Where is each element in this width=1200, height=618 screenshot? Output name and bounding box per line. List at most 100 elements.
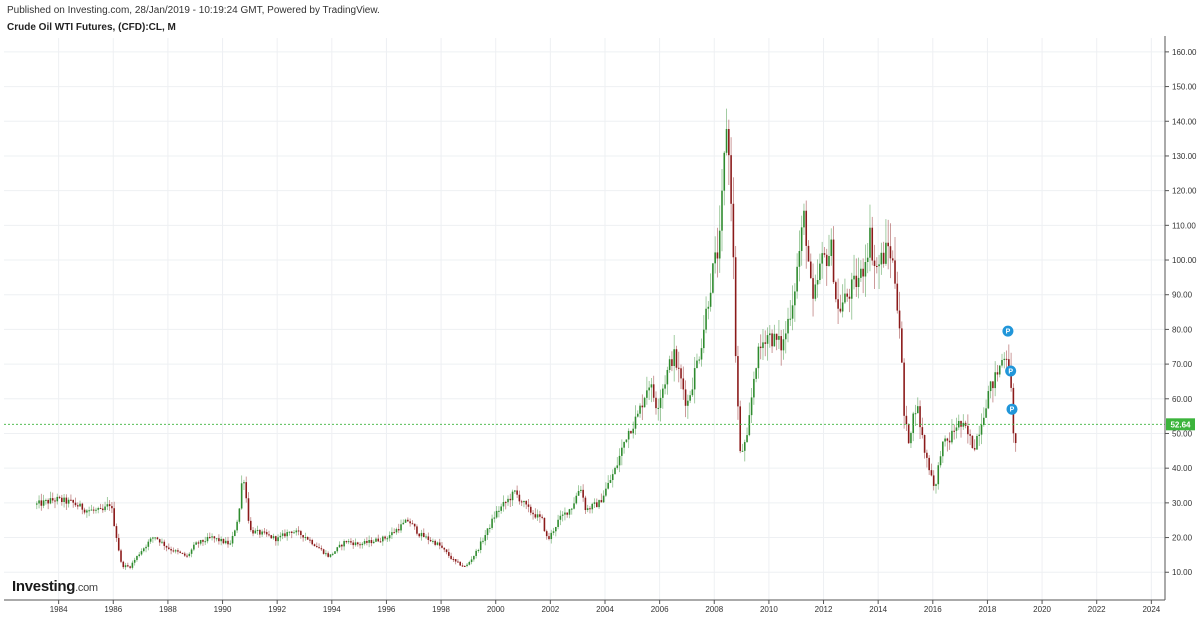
candle-body	[830, 239, 833, 257]
candle-body	[190, 549, 193, 554]
candle-body	[163, 541, 166, 546]
candle-body	[559, 515, 562, 520]
y-tick-label: 100.00	[1172, 256, 1197, 265]
candle-body	[698, 359, 701, 361]
candle-body	[172, 550, 175, 552]
candle-body	[666, 369, 669, 385]
candle-body	[304, 537, 307, 539]
candle-body	[605, 488, 607, 496]
candle-body	[407, 519, 409, 522]
candle-body	[443, 547, 446, 550]
candle-body	[969, 434, 971, 436]
candle-body	[700, 348, 703, 360]
candle-body	[188, 553, 191, 556]
candle-body	[352, 542, 355, 546]
candle-body	[773, 333, 776, 347]
candle-body	[536, 514, 539, 518]
candle-body	[302, 535, 304, 538]
candle-body	[395, 529, 398, 533]
candle-body	[550, 532, 553, 540]
last-price-label: 52.64	[1170, 420, 1191, 429]
chart-title: Crude Oil WTI Futures, (CFD):CL, M	[7, 22, 176, 33]
candle-body	[211, 536, 213, 538]
candle-body	[771, 333, 773, 347]
candle-body	[195, 542, 197, 545]
candle-body	[265, 532, 268, 535]
candle-body	[832, 239, 835, 283]
candle-body	[484, 535, 487, 541]
candle-body	[72, 500, 75, 503]
y-tick-label: 80.00	[1172, 325, 1193, 334]
candle-body	[300, 531, 302, 536]
candle-body	[165, 545, 168, 548]
candle-body	[174, 550, 177, 552]
investing-logo: Investing.com	[12, 578, 98, 595]
candle-body	[910, 432, 912, 444]
candle-body	[743, 442, 746, 451]
candle-body	[662, 388, 664, 398]
candle-body	[657, 407, 660, 409]
candle-body	[942, 441, 944, 457]
candle-body	[79, 503, 81, 507]
candle-body	[746, 435, 748, 443]
candle-body	[664, 384, 666, 389]
candle-body	[529, 506, 532, 513]
marker-p-label: P	[1008, 369, 1013, 376]
candle-body	[755, 368, 757, 379]
candle-body	[482, 540, 484, 542]
candle-body	[864, 261, 867, 277]
candle-body	[539, 514, 541, 517]
candle-body	[652, 384, 655, 398]
candle-body	[627, 430, 630, 440]
candle-body	[111, 506, 113, 509]
candle-body	[518, 494, 521, 502]
candle-body	[573, 503, 575, 509]
candle-body	[391, 532, 393, 536]
candle-body	[919, 406, 921, 428]
candle-body	[748, 415, 751, 436]
candle-body	[732, 203, 735, 258]
candle-body	[268, 534, 270, 536]
candle-body	[705, 308, 707, 330]
candle-body	[511, 491, 514, 501]
candle-body	[889, 246, 892, 259]
candle-body	[1008, 359, 1010, 370]
candle-body	[202, 540, 204, 542]
candle-body	[789, 318, 792, 320]
candle-body	[366, 541, 368, 543]
candle-body	[88, 510, 90, 512]
candle-body	[939, 456, 942, 466]
x-tick-label: 2004	[596, 605, 614, 614]
candle-body	[49, 498, 52, 504]
candle-body	[609, 480, 612, 483]
candle-body	[149, 538, 152, 542]
candle-body	[222, 538, 225, 544]
candle-body	[930, 470, 933, 476]
candle-body	[320, 548, 323, 550]
candle-body	[980, 424, 983, 435]
candle-body	[259, 530, 261, 535]
candle-body	[541, 516, 543, 518]
candle-body	[74, 502, 77, 506]
candle-body	[555, 526, 557, 532]
candle-body	[457, 561, 459, 563]
candle-body	[379, 541, 382, 543]
candle-body	[632, 428, 635, 434]
y-tick-label: 30.00	[1172, 499, 1193, 508]
candle-body	[570, 508, 573, 510]
candle-body	[784, 333, 787, 340]
candle-body	[450, 555, 452, 559]
candle-body	[138, 554, 141, 556]
candle-body	[45, 499, 47, 501]
candle-body	[183, 553, 186, 556]
candle-body	[543, 517, 546, 532]
candle-body	[186, 555, 188, 557]
candle-body	[256, 530, 259, 532]
candle-body	[334, 551, 336, 554]
candle-body	[534, 514, 537, 518]
candle-body	[825, 254, 828, 267]
event-markers: P P P	[1002, 325, 1018, 415]
candle-body	[650, 384, 653, 388]
candle-body	[523, 500, 525, 503]
